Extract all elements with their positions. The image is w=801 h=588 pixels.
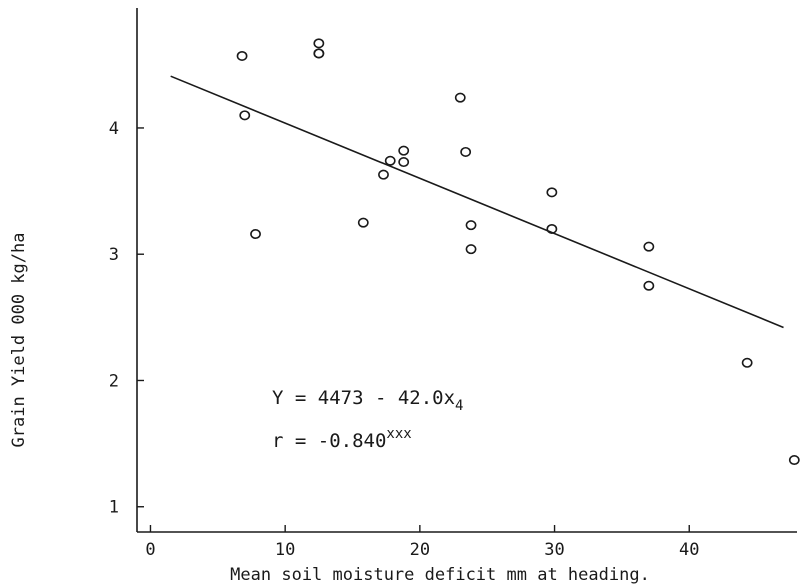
x-tick-label: 20 [410, 540, 430, 560]
x-tick-label: 30 [544, 540, 564, 560]
equation-subscript: 4 [455, 398, 463, 414]
x-tick-label: 40 [679, 540, 699, 560]
data-point [236, 50, 248, 61]
y-axis-label: Grain Yield 000 kg/ha [9, 233, 29, 448]
data-point [643, 241, 655, 252]
x-ticks: 0 10 20 30 40 [145, 525, 699, 560]
data-point [460, 146, 472, 157]
y-tick-label: 3 [109, 245, 119, 265]
data-point [546, 187, 558, 198]
data-point [465, 244, 477, 255]
data-point [378, 169, 389, 180]
correlation-coefficient: r = -0.840xxx [272, 426, 412, 452]
correlation-superscript: xxx [386, 426, 411, 442]
data-point [313, 48, 325, 59]
data-point [643, 280, 655, 291]
data-point [250, 229, 261, 240]
data-point [465, 220, 477, 231]
data-point [357, 217, 369, 228]
data-point [741, 357, 753, 368]
data-point [398, 157, 410, 168]
data-point [313, 38, 325, 49]
data-point [398, 145, 410, 156]
data-point [384, 155, 396, 166]
data-point [454, 92, 466, 103]
data-point [239, 110, 251, 121]
regression-line [170, 75, 784, 329]
y-tick-label: 4 [109, 119, 119, 139]
x-tick-label: 0 [145, 540, 155, 560]
y-tick-label: 2 [109, 371, 119, 391]
data-points [236, 38, 800, 466]
y-tick-label: 1 [109, 498, 119, 518]
y-ticks: 1 2 3 4 [109, 119, 144, 518]
x-tick-label: 10 [275, 540, 295, 560]
data-point [788, 455, 800, 466]
regression-equation: Y = 4473 - 42.0x4 [272, 387, 463, 414]
data-point [546, 223, 558, 234]
x-axis-label: Mean soil moisture deficit mm at heading… [230, 565, 650, 585]
